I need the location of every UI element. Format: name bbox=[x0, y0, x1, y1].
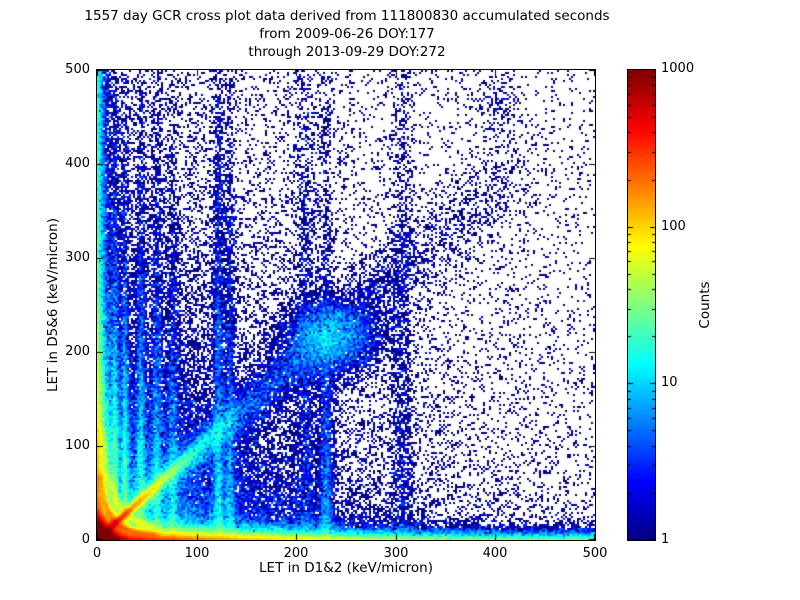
y-axis-label: LET in D5&6 (keV/micron) bbox=[45, 218, 61, 392]
x-tick-0: 0 bbox=[92, 546, 102, 561]
y-tick-400: 400 bbox=[65, 156, 90, 171]
plot-title: 1557 day GCR cross plot data derived fro… bbox=[0, 7, 694, 61]
x-tick-300: 300 bbox=[383, 546, 409, 561]
y-tick-300: 300 bbox=[65, 250, 90, 265]
colorbar-tick-100: 100 bbox=[661, 219, 686, 234]
colorbar-tick-1: 1 bbox=[661, 532, 670, 547]
y-tick-500: 500 bbox=[65, 62, 90, 77]
x-axis-label: LET in D1&2 (keV/micron) bbox=[259, 560, 433, 576]
colorbar-tick-1000: 1000 bbox=[661, 61, 695, 76]
y-tick-0: 0 bbox=[81, 532, 90, 547]
title-line-2: from 2009-06-26 DOY:177 bbox=[259, 26, 435, 42]
colorbar-gradient bbox=[628, 70, 655, 540]
colorbar-label: Counts bbox=[697, 281, 713, 329]
colorbar bbox=[627, 69, 656, 541]
x-tick-100: 100 bbox=[184, 546, 210, 561]
x-tick-200: 200 bbox=[283, 546, 309, 561]
colorbar-tick-10: 10 bbox=[661, 375, 678, 390]
title-line-1: 1557 day GCR cross plot data derived fro… bbox=[84, 8, 610, 24]
y-tick-200: 200 bbox=[65, 344, 90, 359]
title-line-3: through 2013-09-29 DOY:272 bbox=[248, 44, 446, 60]
y-tick-100: 100 bbox=[65, 438, 90, 453]
x-tick-500: 500 bbox=[582, 546, 608, 561]
plot-area bbox=[96, 69, 596, 541]
x-tick-400: 400 bbox=[482, 546, 508, 561]
scatter-heatmap-canvas bbox=[97, 70, 595, 540]
